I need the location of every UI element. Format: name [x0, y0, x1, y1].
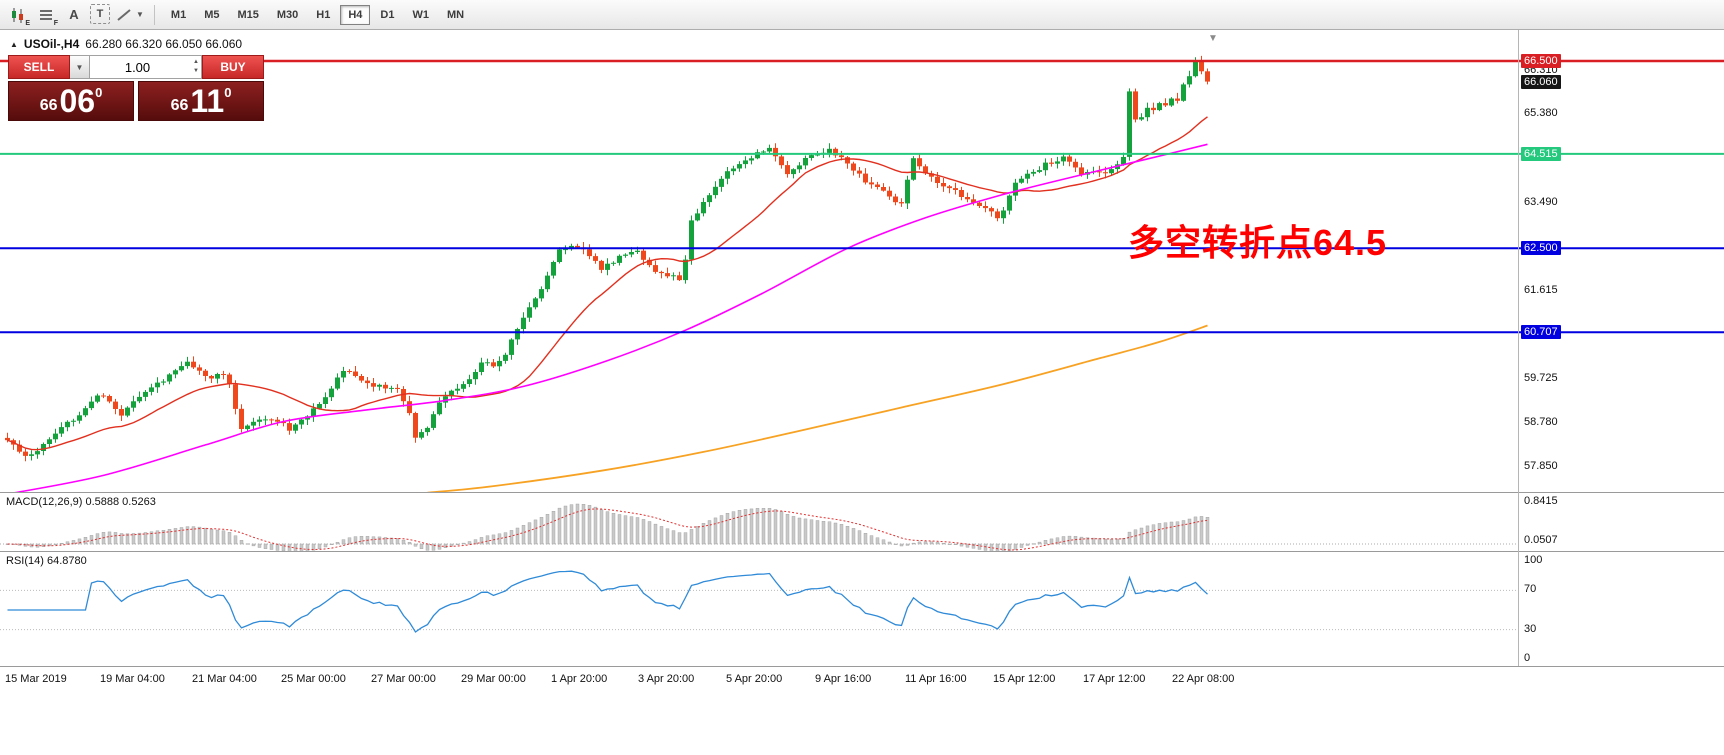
volume-stepper[interactable]: ▲ ▼ — [193, 58, 199, 76]
time-axis-label: 21 Mar 04:00 — [192, 673, 257, 685]
rsi-indicator-panel[interactable]: RSI(14) 64.8780 — [0, 551, 1724, 666]
rsi-label: RSI(14) 64.8780 — [6, 555, 87, 567]
price-axis-label: 65.380 — [1524, 107, 1558, 119]
sell-button[interactable]: SELL — [8, 55, 70, 79]
label-tool-icon[interactable]: T — [90, 3, 110, 24]
timeframe-h1[interactable]: H1 — [316, 8, 331, 21]
price-line-badge: 60.707 — [1521, 325, 1561, 339]
rsi-axis-label: 70 — [1524, 583, 1537, 595]
bid-price-tile[interactable]: 66 06 0 — [8, 81, 134, 121]
time-axis-label: 27 Mar 00:00 — [371, 673, 436, 685]
bid-big-digits: 06 — [59, 83, 96, 119]
timeframe-w1[interactable]: W1 — [412, 8, 429, 21]
price-chart[interactable] — [0, 30, 1724, 492]
time-axis-label: 25 Mar 00:00 — [281, 673, 346, 685]
time-axis-label: 9 Apr 16:00 — [815, 673, 872, 685]
toolbar: E F A T ▼ M1 M5 M15 M30 H1 H4 D1 W1 MN — [0, 0, 1724, 30]
price-axis-divider — [1518, 30, 1519, 666]
profiles-icon-sub: F — [53, 19, 58, 27]
profiles-icon[interactable]: F — [34, 4, 58, 27]
chart-title: ▲ USOil-,H4 66.280 66.320 66.050 66.060 — [10, 37, 242, 51]
main-chart-panel[interactable]: ▲ USOil-,H4 66.280 66.320 66.050 66.060 … — [0, 30, 1724, 492]
time-axis-label: 15 Apr 12:00 — [993, 673, 1056, 685]
rsi-axis-label: 0 — [1524, 652, 1531, 664]
ask-price-tile[interactable]: 66 11 0 — [138, 81, 264, 121]
time-axis-label: 11 Apr 16:00 — [905, 673, 967, 685]
volume-box: ▲ ▼ — [90, 55, 202, 79]
timeframe-m1[interactable]: M1 — [170, 8, 187, 21]
current-price-badge: 66.060 — [1521, 75, 1561, 89]
draw-tool-icon[interactable]: ▼ — [114, 4, 145, 26]
chart-type-icon-sub: E — [25, 19, 30, 27]
time-axis-label: 5 Apr 20:00 — [726, 673, 783, 685]
volume-input[interactable] — [90, 56, 201, 78]
toolbar-icon-group: E F A T ▼ — [4, 3, 147, 27]
time-axis-label: 29 Mar 00:00 — [461, 673, 526, 685]
macd-indicator-panel[interactable]: MACD(12,26,9) 0.5888 0.5263 — [0, 492, 1724, 552]
time-axis-label: 17 Apr 12:00 — [1083, 673, 1146, 685]
price-axis-label: 58.780 — [1524, 416, 1558, 428]
chevron-down-icon: ▼ — [75, 62, 84, 72]
price-axis-label: 61.615 — [1524, 284, 1558, 296]
price-line-badge: 64.515 — [1521, 147, 1561, 161]
ask-int: 66 — [170, 97, 189, 114]
chevron-down-icon: ▼ — [136, 10, 144, 19]
macd-label: MACD(12,26,9) 0.5888 0.5263 — [6, 496, 156, 508]
time-axis-label: 3 Apr 20:00 — [638, 673, 695, 685]
bid-sup-digit: 0 — [95, 85, 103, 100]
price-line-badge: 66.500 — [1521, 54, 1561, 68]
time-axis-label: 19 Mar 04:00 — [100, 673, 165, 685]
collapse-panel-icon[interactable]: ▲ — [10, 39, 18, 49]
spinner-up-icon[interactable]: ▲ — [193, 59, 199, 65]
price-line-badge: 62.500 — [1521, 241, 1561, 255]
order-type-dropdown[interactable]: ▼ — [70, 55, 90, 79]
spinner-down-icon[interactable]: ▼ — [193, 68, 199, 74]
timeframe-m5[interactable]: M5 — [204, 8, 220, 21]
trade-buttons-row: SELL ▼ ▲ ▼ BUY — [8, 55, 264, 79]
price-axis-label: 59.725 — [1524, 372, 1558, 384]
ask-sup-digit: 0 — [224, 85, 232, 100]
buy-button[interactable]: BUY — [202, 55, 264, 79]
timeframe-mn[interactable]: MN — [446, 8, 465, 21]
time-axis-label: 1 Apr 20:00 — [551, 673, 608, 685]
ask-big-digits: 11 — [190, 83, 225, 119]
ohlc-values: 66.280 66.320 66.050 66.060 — [85, 37, 243, 51]
macd-plot — [0, 503, 1518, 552]
time-axis-label: 22 Apr 08:00 — [1172, 673, 1235, 685]
price-axis-label: 57.850 — [1524, 460, 1558, 472]
rsi-axis-label: 100 — [1524, 554, 1543, 566]
chart-shift-marker-icon[interactable]: ▼ — [1208, 33, 1218, 44]
timeframe-m30[interactable]: M30 — [276, 8, 299, 21]
chart-text-annotation: 多空转折点64.5 — [1128, 222, 1388, 263]
symbol-period-label: USOil-,H4 — [23, 37, 80, 51]
timeframe-m15[interactable]: M15 — [237, 8, 259, 21]
timeframe-h4[interactable]: H4 — [340, 4, 371, 25]
toolbar-separator — [153, 4, 155, 25]
chart-type-icon[interactable]: E — [6, 4, 30, 27]
macd-axis-label: 0.8415 — [1524, 495, 1558, 507]
time-axis-label: 15 Mar 2019 — [5, 673, 67, 685]
price-axis-label: 63.490 — [1524, 196, 1558, 208]
rsi-plot — [0, 570, 1518, 633]
timeframe-group: M1 M5 M15 M30 H1 H4 D1 W1 MN — [162, 4, 473, 25]
time-axis[interactable]: 15 Mar 2019 19 Mar 04:00 21 Mar 04:00 25 Ma… — [0, 666, 1724, 692]
bid-int: 66 — [39, 97, 58, 114]
text-tool-icon[interactable]: A — [69, 7, 79, 22]
rsi-axis-label: 30 — [1524, 623, 1537, 635]
macd-axis-label: 0.0507 — [1524, 534, 1558, 546]
one-click-trading-widget: SELL ▼ ▲ ▼ BUY 66 06 0 66 11 0 — [8, 55, 264, 121]
bid-ask-row: 66 06 0 66 11 0 — [8, 81, 264, 121]
timeframe-d1[interactable]: D1 — [380, 8, 395, 21]
